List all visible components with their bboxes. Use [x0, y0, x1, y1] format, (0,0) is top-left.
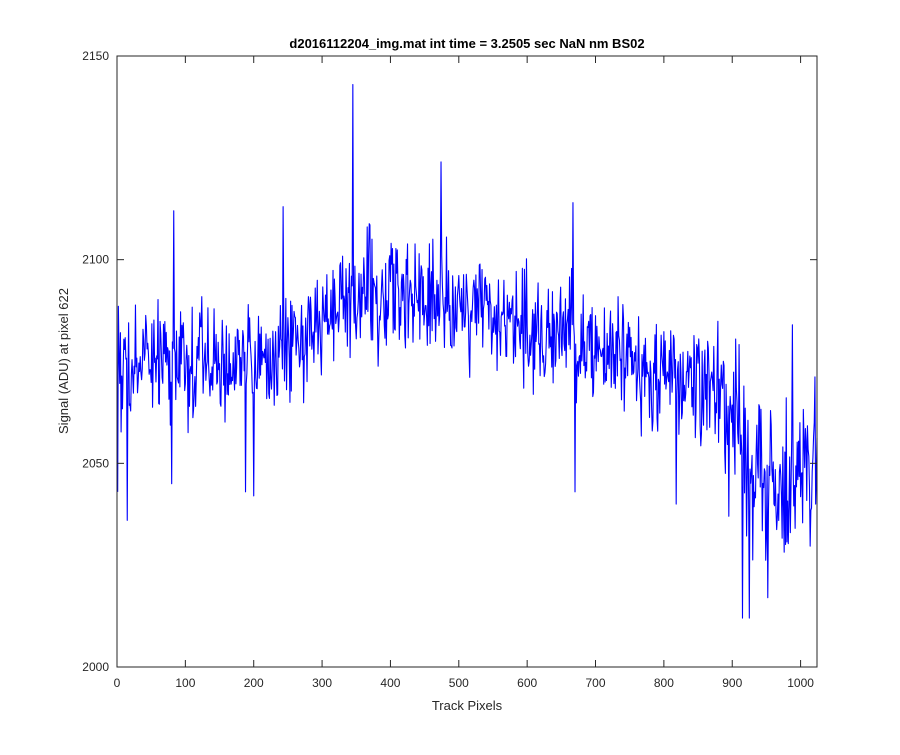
y-tick-label: 2050 [82, 456, 109, 470]
signal-series-line [117, 83, 818, 619]
x-tick-label: 800 [654, 676, 674, 690]
y-axis-label: Signal (ADU) at pixel 622 [56, 288, 71, 434]
x-tick-label: 900 [722, 676, 742, 690]
x-axis-label: Track Pixels [432, 698, 503, 713]
x-tick-label: 400 [380, 676, 400, 690]
x-tick-label: 500 [449, 676, 469, 690]
x-axis: 0 100 200 300 400 500 600 700 800 900 1000 [114, 56, 814, 690]
x-tick-label: 0 [114, 676, 121, 690]
y-tick-label: 2100 [82, 253, 109, 267]
y-axis: 2000 2050 2100 2150 [82, 49, 817, 674]
x-tick-label: 700 [586, 676, 606, 690]
y-tick-label: 2000 [82, 660, 109, 674]
plot-frame [116, 55, 818, 668]
y-tick-label: 2150 [82, 49, 109, 63]
series-layer [117, 83, 818, 619]
x-tick-label: 300 [312, 676, 332, 690]
chart-title: d2016112204_img.mat int time = 3.2505 se… [289, 36, 644, 51]
x-tick-label: 200 [244, 676, 264, 690]
x-tick-label: 100 [175, 676, 195, 690]
x-tick-label: 600 [517, 676, 537, 690]
x-tick-label: 1000 [787, 676, 814, 690]
